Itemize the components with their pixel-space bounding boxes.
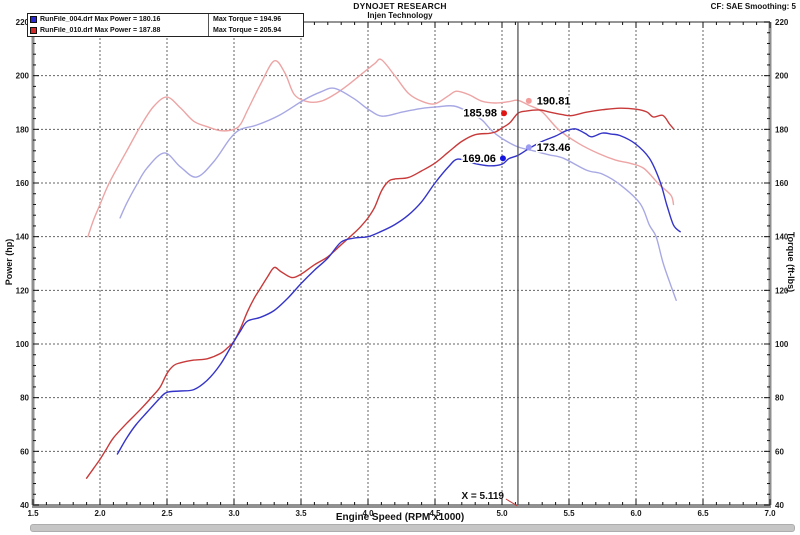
svg-text:2.5: 2.5 (161, 509, 173, 518)
curve-runfile-010-torque-ft-lbs- (87, 58, 675, 238)
cursor-value-label: 185.98 (463, 108, 497, 120)
svg-text:220: 220 (775, 18, 789, 27)
svg-text:100: 100 (775, 340, 789, 349)
curve-runfile-004-torque-ft-lbs- (119, 87, 677, 301)
svg-text:140: 140 (775, 233, 789, 242)
bottom-scrollbar[interactable] (30, 524, 795, 532)
page-title: DYNOJET RESEARCH (353, 1, 447, 11)
svg-text:5.0: 5.0 (496, 509, 508, 518)
svg-text:120: 120 (775, 286, 789, 295)
svg-text:6.0: 6.0 (630, 509, 642, 518)
curve-runfile-004-power-hp- (116, 128, 681, 455)
cursor-readout: X = 5.119 (461, 491, 504, 502)
svg-text:60: 60 (775, 447, 784, 456)
svg-text:140: 140 (16, 233, 30, 242)
cursor-value-label: 190.81 (537, 95, 571, 107)
gridlines (33, 22, 770, 505)
svg-text:80: 80 (775, 394, 784, 403)
svg-text:220: 220 (16, 18, 30, 27)
legend-run-name-and-power: RunFile_004.drf Max Power = 180.16 (40, 16, 161, 23)
svg-text:40: 40 (20, 501, 29, 510)
svg-text:6.5: 6.5 (697, 509, 709, 518)
legend-max-torque: Max Torque = 194.96 (213, 16, 282, 23)
svg-text:100: 100 (16, 340, 30, 349)
svg-text:2.0: 2.0 (94, 509, 106, 518)
svg-text:1.5: 1.5 (27, 509, 39, 518)
curve-runfile-010-power-hp- (85, 107, 675, 479)
legend: RunFile_004.drf Max Power = 180.16 Max T… (27, 13, 304, 37)
tick-labels: 1.5 2.0 2.5 3.0 3.5 4.0 4.5 5.0 5.5 6.0 6.5 7.040 40… (16, 18, 789, 518)
legend-divider (208, 14, 209, 25)
cursor-value-dot (525, 97, 532, 104)
axis-ticks (32, 21, 771, 506)
svg-text:80: 80 (20, 394, 29, 403)
svg-text:40: 40 (775, 501, 784, 510)
svg-text:3.0: 3.0 (228, 509, 240, 518)
svg-text:60: 60 (20, 447, 29, 456)
x-axis-title: Engine Speed (RPM x1000) (335, 512, 465, 523)
svg-text:5.5: 5.5 (563, 509, 575, 518)
plot-frame (31, 21, 772, 508)
svg-text:200: 200 (775, 72, 789, 81)
cursor-value-dot (499, 155, 506, 162)
cursor-value-label: 173.46 (537, 142, 571, 154)
left-axis-title: Power (hp) (4, 238, 14, 286)
legend-divider (208, 25, 209, 36)
legend-swatch-red (30, 27, 37, 34)
correction-smoothing-info: CF: SAE Smoothing: 5 (710, 2, 796, 11)
svg-text:180: 180 (775, 125, 789, 134)
legend-run-name-and-power: RunFile_010.drf Max Power = 187.88 (40, 27, 161, 34)
svg-text:160: 160 (775, 179, 789, 188)
legend-swatch-blue (30, 16, 37, 23)
svg-text:3.5: 3.5 (295, 509, 307, 518)
right-axis-title: Torque (ft-lbs) (786, 231, 796, 293)
svg-text:4.5: 4.5 (429, 509, 441, 518)
svg-text:160: 160 (16, 179, 30, 188)
svg-text:200: 200 (16, 72, 30, 81)
svg-text:7.0: 7.0 (764, 509, 776, 518)
svg-text:120: 120 (16, 286, 30, 295)
svg-text:180: 180 (16, 125, 30, 134)
legend-row-run004[interactable]: RunFile_004.drf Max Power = 180.16 Max T… (28, 14, 303, 25)
cursor-pointer-line (505, 498, 518, 507)
legend-max-torque: Max Torque = 205.94 (213, 27, 282, 34)
page-subtitle: Injen Technology (367, 11, 433, 20)
cursor-value-dot (525, 144, 532, 151)
cursor-value-dot (501, 110, 508, 117)
cursor-value-label: 169.06 (462, 153, 496, 165)
svg-text:4.0: 4.0 (362, 509, 374, 518)
cursor-markers: 185.98 190.81 169.06 173.46 (461, 94, 572, 166)
legend-row-run010[interactable]: RunFile_010.drf Max Power = 187.88 Max T… (28, 25, 303, 36)
